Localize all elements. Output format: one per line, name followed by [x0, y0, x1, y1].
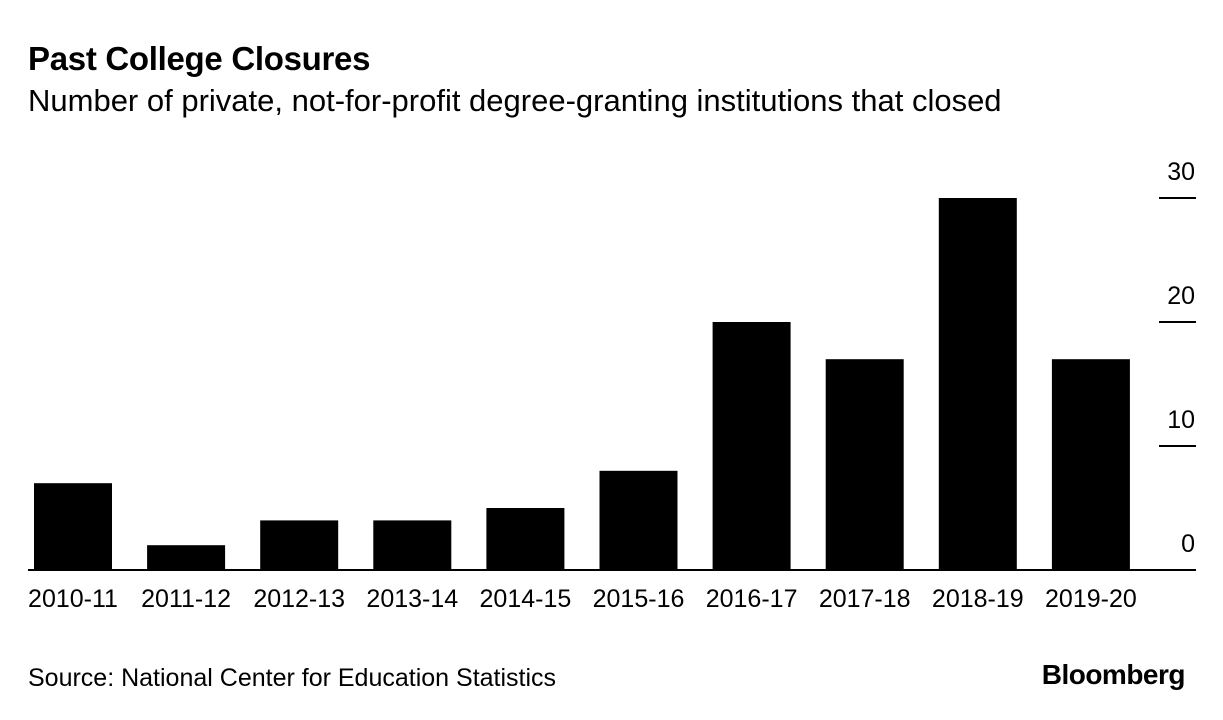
bloomberg-logo: Bloomberg — [1041, 659, 1186, 690]
chart-title: Past College Closures — [28, 40, 371, 77]
x-tick-label: 2014-15 — [480, 585, 572, 613]
x-tick-label: 2013-14 — [366, 585, 458, 613]
bar-2010-11 — [34, 483, 112, 570]
x-tick-label: 2017-18 — [819, 585, 911, 613]
chart-subtitle: Number of private, not-for-profit degree… — [28, 83, 1002, 118]
x-axis: 2010-11 2011-12 2012-13 2013-14 2014-15 2015-… — [28, 569, 1196, 613]
bar-2014-15 — [486, 508, 565, 570]
y-axis: 0 10 20 30 — [1159, 158, 1196, 558]
x-tick-label: 2016-17 — [706, 585, 798, 613]
bar-2012-13 — [260, 520, 339, 570]
bar-2019-20 — [1051, 359, 1130, 570]
bar-2013-14 — [373, 520, 452, 570]
y-tick-label: 10 — [1167, 406, 1195, 434]
y-tick-label: 20 — [1167, 282, 1195, 310]
x-tick-label: 2015-16 — [593, 585, 685, 613]
x-tick-label: 2011-12 — [141, 585, 231, 613]
bar-2016-17 — [712, 322, 791, 570]
x-tick-label: 2010-11 — [28, 585, 118, 613]
x-tick-label: 2018-19 — [932, 585, 1024, 613]
bar-2011-12 — [147, 545, 226, 570]
x-tick-label: 2012-13 — [253, 585, 345, 613]
y-tick-label: 0 — [1181, 530, 1195, 558]
x-tick-label: 2019-20 — [1045, 585, 1137, 613]
y-tick-label: 30 — [1167, 158, 1195, 186]
bars-group — [34, 198, 1130, 570]
bar-2018-19 — [938, 198, 1017, 570]
bar-2015-16 — [599, 470, 678, 570]
source-note: Source: National Center for Education St… — [28, 664, 557, 692]
bar-2017-18 — [825, 359, 904, 570]
